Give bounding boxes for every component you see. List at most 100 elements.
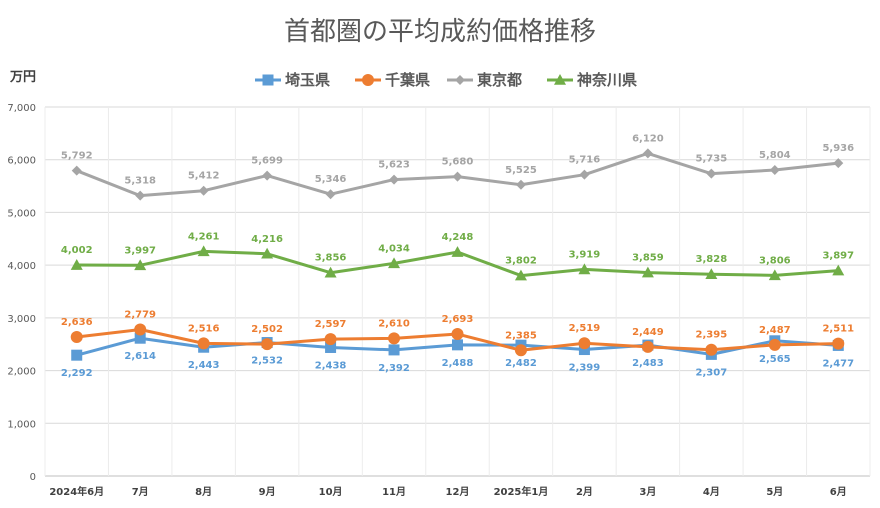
data-label: 5,804 — [759, 150, 791, 161]
data-label: 4,002 — [61, 245, 93, 256]
data-label: 2,443 — [188, 360, 220, 371]
data-point — [388, 344, 400, 356]
data-point — [388, 257, 401, 269]
data-label: 5,412 — [188, 171, 220, 182]
data-label: 6,120 — [632, 133, 664, 144]
y-tick-label: 4,000 — [7, 261, 36, 272]
data-label: 5,716 — [569, 155, 601, 166]
data-label: 4,034 — [378, 243, 410, 254]
data-label: 5,735 — [696, 154, 728, 165]
chart-data-labels: 2,292 2,614 2,443 2,532 2,438 2,392 2,488 2,482… — [61, 133, 854, 379]
data-label: 2,779 — [124, 310, 156, 321]
y-tick-label: 6,000 — [7, 156, 36, 167]
data-label: 2,392 — [378, 363, 410, 374]
legend-marker — [554, 74, 566, 85]
data-point — [197, 245, 210, 257]
legend-marker — [362, 74, 374, 86]
data-point — [578, 263, 591, 275]
legend-item: 千葉県 — [355, 71, 430, 89]
data-label: 2,511 — [822, 324, 854, 335]
x-tick-label: 3月 — [639, 486, 656, 498]
data-point — [578, 344, 590, 356]
x-tick-label: 4月 — [703, 486, 720, 498]
data-label: 5,699 — [251, 156, 283, 167]
data-point — [70, 259, 83, 270]
data-label: 4,216 — [251, 234, 283, 245]
data-label: 2,565 — [759, 354, 791, 365]
x-tick-label: 8月 — [195, 486, 212, 498]
data-point — [71, 349, 83, 361]
data-label: 3,919 — [569, 249, 601, 260]
legend-item: 東京都 — [447, 71, 522, 89]
data-label: 2,399 — [569, 363, 601, 374]
data-label: 2,614 — [124, 351, 156, 362]
data-point — [641, 340, 654, 353]
data-point — [769, 165, 780, 176]
data-label: 3,806 — [759, 255, 791, 266]
legend-label: 神奈川県 — [577, 71, 637, 89]
chart-series — [70, 148, 845, 361]
data-point — [325, 341, 337, 353]
data-label: 3,828 — [696, 254, 728, 265]
data-label: 2,597 — [315, 319, 347, 330]
chart-gridlines — [44, 106, 871, 477]
legend-item: 神奈川県 — [547, 71, 637, 89]
data-label: 5,318 — [124, 176, 156, 187]
x-tick-label: 5月 — [766, 486, 783, 498]
data-label: 3,859 — [632, 253, 664, 264]
y-axis-unit-label: 万円 — [9, 70, 36, 85]
data-label: 4,248 — [442, 232, 474, 243]
chart-legend: 埼玉県 千葉県 東京都 神奈川県 — [255, 71, 637, 89]
data-point — [579, 169, 590, 180]
data-label: 5,525 — [505, 165, 537, 176]
data-label: 2,477 — [822, 358, 854, 369]
data-point — [198, 185, 209, 196]
data-label: 3,897 — [822, 251, 854, 262]
data-label: 5,680 — [442, 157, 474, 168]
legend-marker — [262, 74, 274, 86]
y-tick-label: 3,000 — [7, 314, 36, 325]
y-tick-label: 0 — [30, 472, 36, 483]
series-千葉県 — [70, 323, 845, 357]
x-tick-label: 9月 — [259, 486, 276, 498]
data-label: 2,487 — [759, 325, 791, 336]
data-point — [706, 168, 717, 179]
series-東京都 — [71, 148, 844, 201]
x-tick-label: 2024年6月 — [49, 485, 104, 498]
legend-label: 東京都 — [477, 71, 522, 89]
data-point — [70, 331, 83, 344]
data-point — [261, 247, 274, 259]
data-label: 3,802 — [505, 256, 537, 267]
chart-title: 首都圏の平均成約価格推移 — [284, 17, 596, 47]
data-label: 3,856 — [315, 253, 347, 264]
data-point — [452, 171, 463, 182]
data-point — [71, 165, 82, 176]
data-label: 2,482 — [505, 358, 537, 369]
data-point — [135, 190, 146, 201]
data-label: 2,532 — [251, 356, 283, 367]
y-tick-label: 5,000 — [7, 208, 36, 219]
x-tick-label: 11月 — [382, 486, 406, 498]
data-point — [514, 344, 527, 357]
y-axis-ticks: 0 1,000 2,000 3,000 4,000 5,000 6,000 7,000 — [7, 103, 36, 483]
data-point — [515, 179, 526, 190]
data-point — [514, 269, 527, 281]
data-label: 5,623 — [378, 160, 410, 171]
legend-marker — [455, 75, 465, 85]
data-label: 2,483 — [632, 358, 664, 369]
x-tick-label: 2月 — [576, 486, 593, 498]
data-point — [134, 332, 146, 344]
data-label: 2,307 — [696, 367, 728, 378]
x-tick-label: 7月 — [132, 486, 149, 498]
data-point — [705, 343, 718, 356]
data-point — [768, 269, 781, 281]
x-tick-label: 2025年1月 — [494, 485, 549, 498]
data-point — [261, 338, 274, 351]
data-label: 5,792 — [61, 151, 93, 162]
data-point — [452, 339, 463, 351]
data-point — [832, 264, 845, 276]
data-point — [388, 332, 401, 345]
data-point — [641, 266, 654, 278]
data-point — [768, 338, 781, 351]
